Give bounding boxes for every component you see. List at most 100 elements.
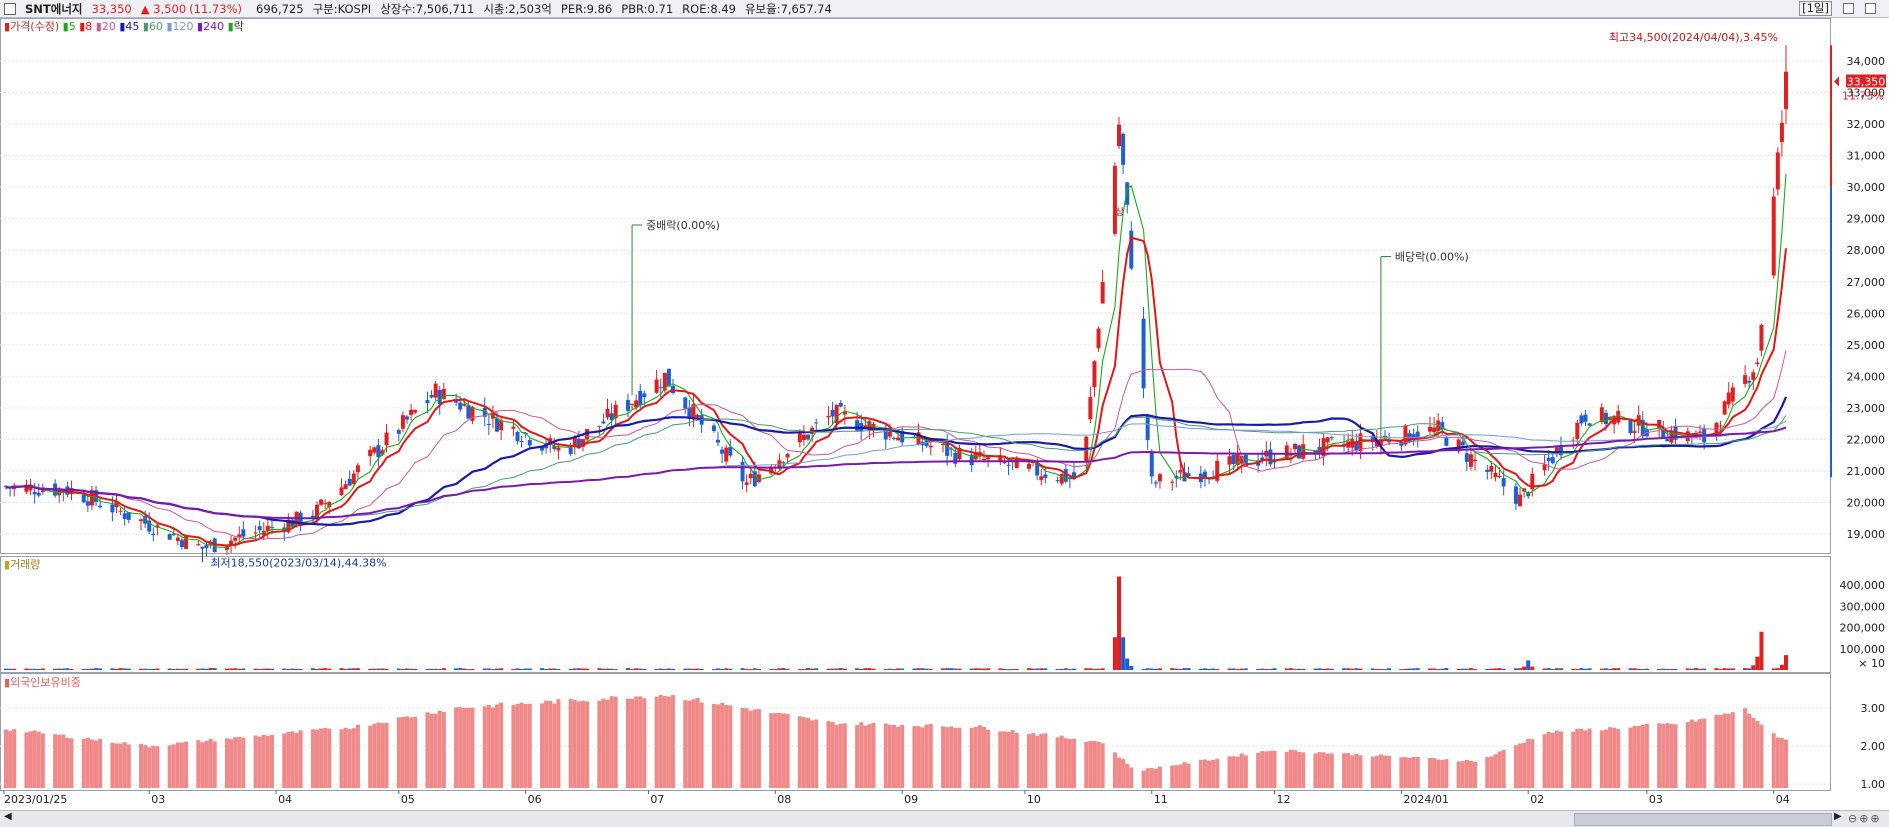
foreign-ratio-bar	[1399, 757, 1404, 788]
candle-body	[756, 474, 761, 483]
ma5-legend[interactable]: ▮5	[62, 20, 76, 33]
price-axis-label: 34,000	[1847, 55, 1886, 68]
ma240-legend[interactable]: ▮240	[197, 20, 225, 33]
price-change-pct: (11.73%)	[189, 1, 242, 16]
close-icon[interactable]	[1865, 3, 1876, 14]
volume-bar	[1342, 668, 1347, 670]
candle-body	[1599, 407, 1604, 423]
foreign-ratio-bar	[1784, 739, 1788, 788]
foreign-ratio-bar	[1513, 745, 1518, 788]
volume-bar	[282, 668, 287, 670]
foreign-ratio-bar	[1464, 759, 1469, 788]
x-axis-label: 09	[904, 793, 918, 806]
foreign-ratio-bar	[1473, 762, 1478, 788]
foreign-ratio-bar	[523, 703, 528, 788]
zoom-icons[interactable]: ⊖⊕⊕	[1848, 812, 1882, 825]
candle-body	[687, 407, 692, 419]
foreign-ratio-bar	[666, 696, 671, 788]
ma8-label: 8	[85, 20, 93, 33]
candle-body	[1587, 423, 1592, 426]
volume-bar	[548, 668, 553, 670]
foreign-ratio-bar	[576, 701, 581, 788]
foreign-ratio-bar	[1182, 762, 1187, 788]
candle-body	[314, 504, 319, 520]
volume-bar	[801, 669, 806, 671]
ma20-legend[interactable]: ▮20	[95, 20, 116, 33]
period-button[interactable]: [1일]	[1799, 1, 1832, 16]
volume-bar	[977, 668, 982, 670]
rak-legend[interactable]: ▮락	[227, 20, 244, 33]
candle-body	[613, 404, 618, 419]
candle-body	[1243, 454, 1248, 467]
volume-bar	[323, 668, 328, 670]
foreign-ratio-bar	[495, 704, 500, 788]
candle-body	[1468, 454, 1473, 467]
volume-legend-label[interactable]: 거래량	[10, 558, 41, 571]
ma8-legend[interactable]: ▮8	[79, 20, 93, 33]
candle-body	[1436, 420, 1441, 431]
volume-bar	[298, 668, 303, 670]
foreign-ratio-bar	[1325, 753, 1330, 788]
price-legend-label[interactable]: 가격(수정)	[10, 20, 60, 33]
volume-bar	[1558, 668, 1563, 670]
x-axis-label: 2023/01/25	[4, 793, 67, 806]
candle-body	[413, 410, 418, 413]
ma60-legend[interactable]: ▮60	[142, 20, 163, 33]
foreign-ratio-bar	[597, 700, 602, 788]
foreign-ratio-bar	[953, 727, 958, 788]
scroll-left-icon[interactable]: ◀	[4, 811, 12, 822]
candle-body	[1112, 166, 1117, 234]
foreign-ratio-bar	[8, 731, 13, 788]
volume-bar	[1215, 669, 1220, 671]
volume-bar	[1117, 576, 1122, 670]
volume-bar	[237, 668, 242, 670]
foreign-legend-label[interactable]: 외국인보유비중	[10, 676, 81, 689]
foreign-ratio-bar	[630, 698, 635, 788]
price-axis-label: 20,000	[1847, 497, 1886, 510]
volume-bar	[1456, 668, 1461, 670]
volume-bar	[486, 668, 491, 670]
candle-body	[728, 447, 733, 456]
volume-bar	[1301, 668, 1306, 670]
volume-bar	[859, 668, 864, 670]
candle-body	[1665, 439, 1670, 442]
foreign-ratio-bar	[834, 725, 839, 788]
candle-body	[1743, 375, 1748, 384]
foreign-ratio-bar	[871, 723, 876, 788]
candle-body	[580, 439, 585, 447]
stock-chart[interactable]: 34,000 33,000 32,000 31,000 30,000 29,000 28,0…	[0, 0, 1889, 810]
volume-bar	[638, 668, 643, 670]
toggle-checkbox[interactable]	[4, 2, 16, 15]
candle-body	[36, 492, 41, 496]
volume-bar	[1669, 669, 1674, 671]
volume-bar	[597, 668, 602, 670]
volume-bar	[441, 668, 446, 670]
foreign-ratio-bar	[752, 709, 757, 788]
volume-bar	[458, 668, 463, 670]
foreign-ratio-bar	[405, 716, 410, 788]
foreign-ratio-bar	[912, 726, 917, 788]
ma45-legend[interactable]: ▮45	[119, 20, 140, 33]
horizontal-scrollbar[interactable]: ◀ ▶ ⊖⊕⊕	[0, 810, 1889, 827]
volume-bar	[69, 669, 74, 671]
foreign-ratio-bar	[372, 723, 377, 788]
foreign-ratio-bar	[867, 724, 872, 788]
foreign-ratio-bar	[986, 729, 991, 788]
scroll-thumb[interactable]	[1574, 813, 1832, 826]
foreign-ratio-bar	[605, 699, 610, 788]
price-legend: ▮가격(수정) ▮5 ▮8 ▮20 ▮45 ▮60 ▮120 ▮240 ▮락	[4, 18, 244, 34]
candle-body	[634, 400, 639, 408]
candle-body	[118, 510, 123, 512]
ma45-label: 45	[125, 20, 140, 33]
volume-bar	[806, 668, 811, 670]
maximize-icon[interactable]	[1843, 3, 1854, 14]
ma120-legend[interactable]: ▮120	[166, 20, 194, 33]
foreign-ratio-bar	[151, 745, 156, 788]
volume-bar	[1644, 668, 1649, 670]
volume-bar	[797, 669, 802, 671]
candle-body	[40, 490, 45, 493]
foreign-ratio-bar	[1354, 753, 1359, 788]
scroll-right-icon[interactable]: ▶	[1834, 811, 1842, 822]
volume-bar	[1759, 631, 1764, 670]
foreign-ratio-bar	[24, 732, 29, 788]
